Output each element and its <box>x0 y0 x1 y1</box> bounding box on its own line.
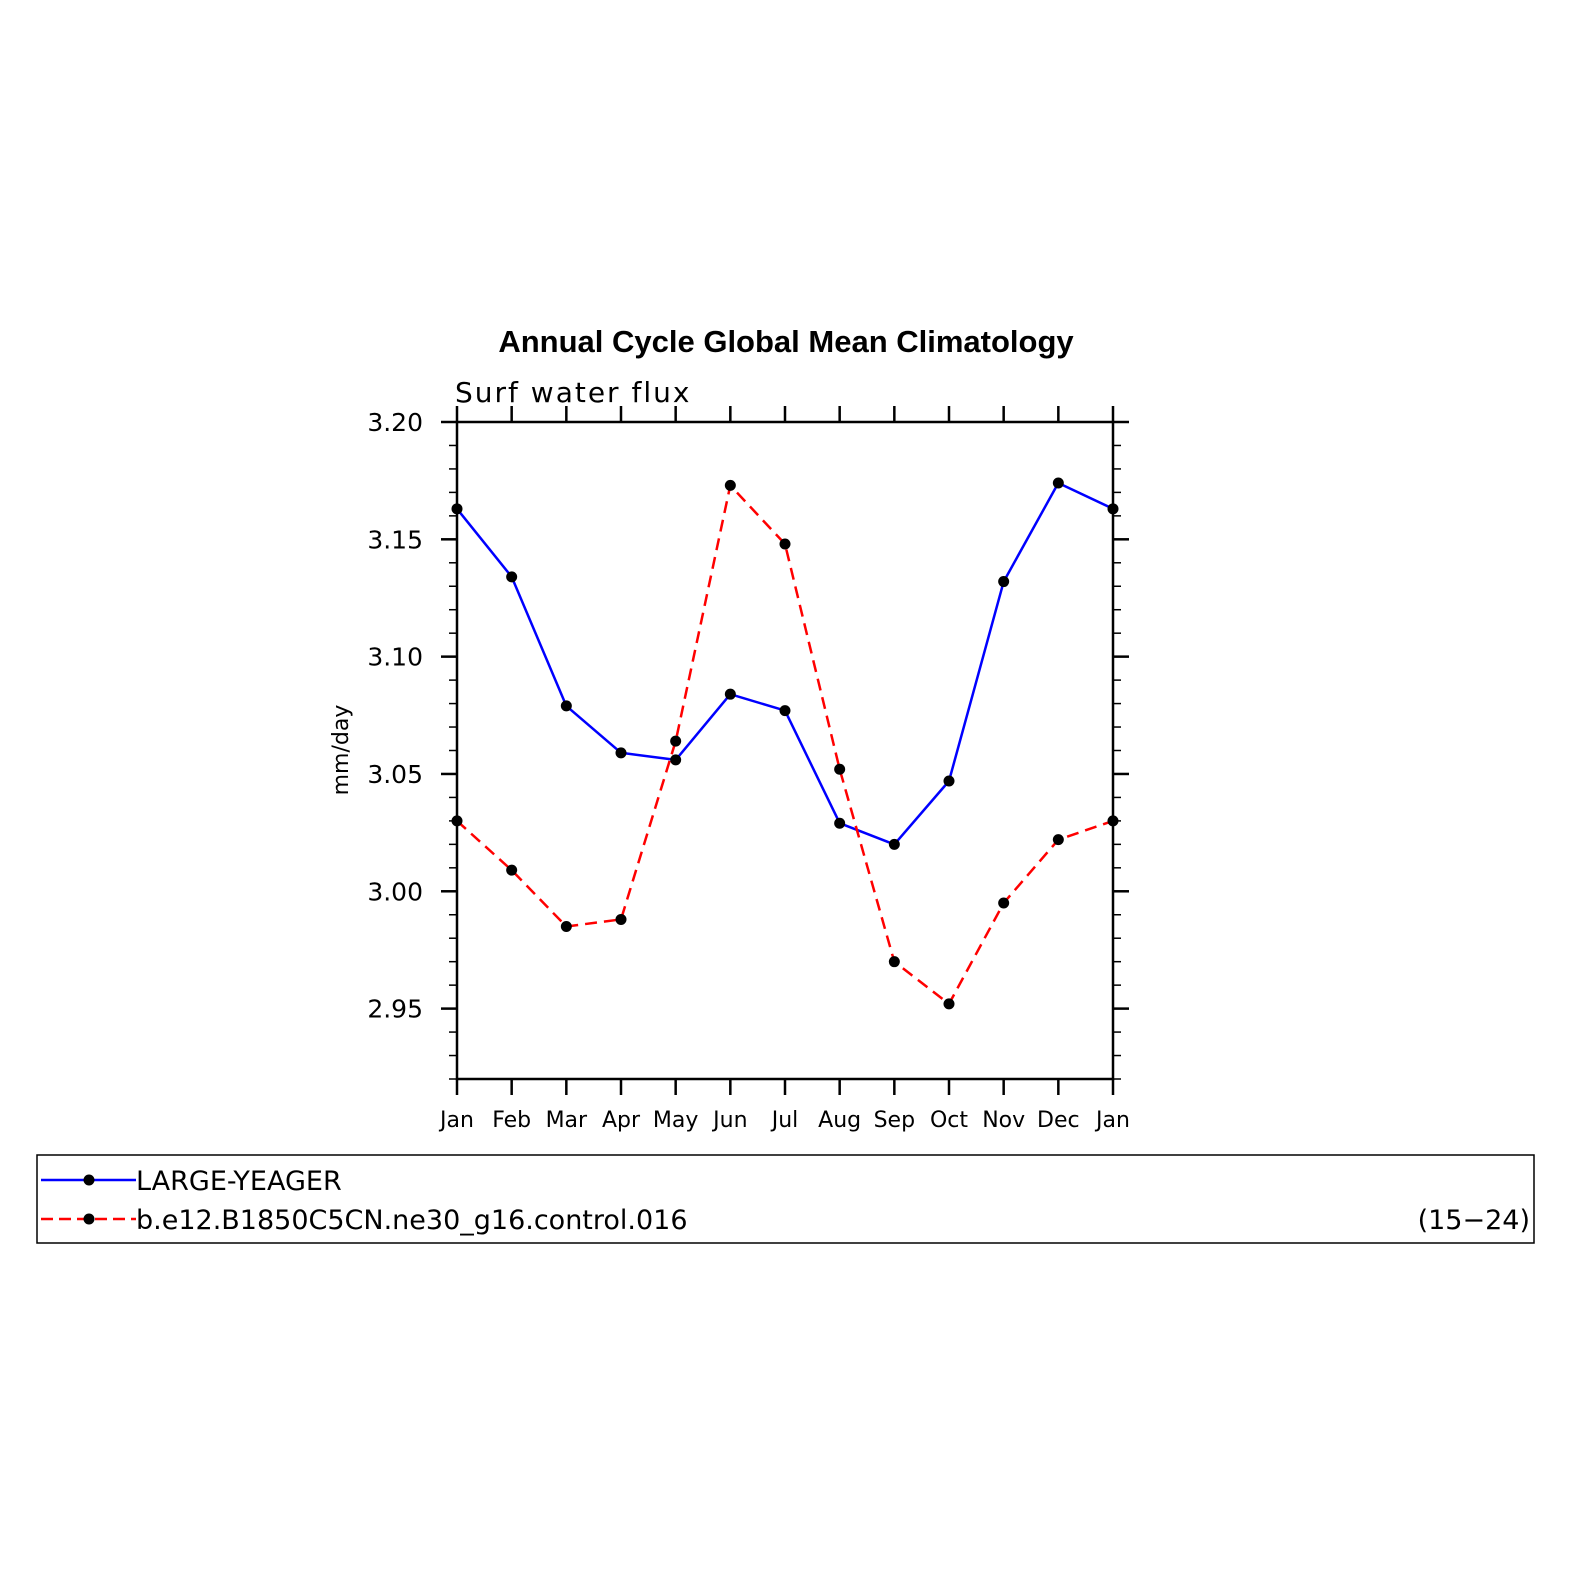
data-point-series-1 <box>998 897 1010 909</box>
y-tick-label: 3.15 <box>367 525 423 554</box>
data-point-series-0 <box>1107 503 1119 515</box>
axis-ticks <box>441 406 1129 1095</box>
data-point-series-0 <box>998 576 1010 588</box>
legend-box <box>36 1154 1535 1244</box>
legend-item-1: b.e12.B1850C5CN.ne30_g16.control.016 <box>41 1205 688 1236</box>
series-markers <box>451 477 1119 1010</box>
plot-frame <box>455 420 1115 1081</box>
y-tick-label: 3.20 <box>367 408 423 437</box>
legend-label-0: LARGE-YEAGER <box>136 1166 342 1197</box>
data-point-series-0 <box>670 754 682 766</box>
x-tick-label: Dec <box>1037 1108 1080 1133</box>
x-tick-label: Jan <box>1094 1108 1130 1133</box>
series-line-0 <box>456 481 1114 846</box>
x-tick-label: May <box>653 1108 698 1133</box>
data-point-series-0 <box>1052 477 1064 489</box>
data-point-series-0 <box>779 705 791 717</box>
x-tick-label: Nov <box>982 1108 1025 1133</box>
x-tick-label: Apr <box>602 1108 641 1133</box>
legend-note: (15−24) <box>1418 1205 1530 1236</box>
data-point-series-0 <box>451 503 463 515</box>
x-tick-labels: Jan Feb Mar Apr May Jun Jul Aug Sep Oct Nov Dec Jan <box>438 1108 1130 1133</box>
y-tick-label: 3.00 <box>367 877 423 906</box>
y-tick-label: 3.05 <box>367 760 423 789</box>
data-point-series-0 <box>834 817 846 829</box>
data-point-series-1 <box>1052 834 1064 846</box>
legend-label-1: b.e12.B1850C5CN.ne30_g16.control.016 <box>136 1205 688 1236</box>
data-point-series-0 <box>943 775 955 787</box>
x-tick-label: Oct <box>930 1108 968 1133</box>
data-point-series-1 <box>615 913 627 925</box>
x-tick-label: Sep <box>874 1108 915 1133</box>
data-point-series-0 <box>888 838 900 850</box>
y-tick-labels: 3.20 3.15 3.10 3.05 3.00 2.95 <box>367 408 423 1024</box>
legend-item-0: LARGE-YEAGER <box>41 1166 342 1197</box>
x-tick-label: Jun <box>711 1108 747 1133</box>
series-lines <box>456 481 1114 1006</box>
x-tick-label: Jul <box>770 1108 799 1133</box>
legend-marker-1 <box>83 1213 95 1225</box>
data-point-series-1 <box>888 956 900 968</box>
data-point-series-0 <box>506 571 518 583</box>
data-point-series-1 <box>1107 815 1119 827</box>
x-tick-label: Feb <box>492 1108 531 1133</box>
data-point-series-1 <box>506 864 518 876</box>
data-point-series-0 <box>724 688 736 700</box>
data-point-series-1 <box>670 735 682 747</box>
data-point-series-1 <box>451 815 463 827</box>
y-tick-label: 2.95 <box>367 995 423 1024</box>
data-point-series-0 <box>560 700 572 712</box>
data-point-series-1 <box>779 538 791 550</box>
x-tick-label: Mar <box>546 1108 588 1133</box>
chart-title: Annual Cycle Global Mean Climatology <box>498 324 1074 359</box>
data-point-series-0 <box>615 747 627 759</box>
data-point-series-1 <box>560 920 572 932</box>
legend-marker-0 <box>83 1174 95 1186</box>
y-tick-label: 3.10 <box>367 643 423 672</box>
data-point-series-1 <box>943 998 955 1010</box>
data-point-series-1 <box>834 763 846 775</box>
data-point-series-1 <box>724 479 736 491</box>
chart-subtitle: Surf water flux <box>455 376 691 409</box>
x-tick-label: Jan <box>438 1108 474 1133</box>
y-axis-label: mm/day <box>329 705 354 796</box>
x-tick-label: Aug <box>818 1108 861 1133</box>
